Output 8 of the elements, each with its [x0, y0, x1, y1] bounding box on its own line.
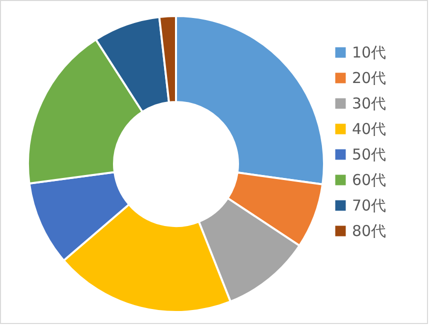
legend-label: 20代 — [352, 69, 386, 87]
legend-label: 30代 — [352, 94, 386, 112]
legend-label: 80代 — [352, 222, 386, 240]
legend-label: 10代 — [352, 44, 386, 62]
legend-label: 70代 — [352, 196, 386, 214]
legend-label: 60代 — [352, 171, 386, 189]
legend-label: 40代 — [352, 120, 386, 138]
legend-label: 50代 — [352, 146, 386, 164]
